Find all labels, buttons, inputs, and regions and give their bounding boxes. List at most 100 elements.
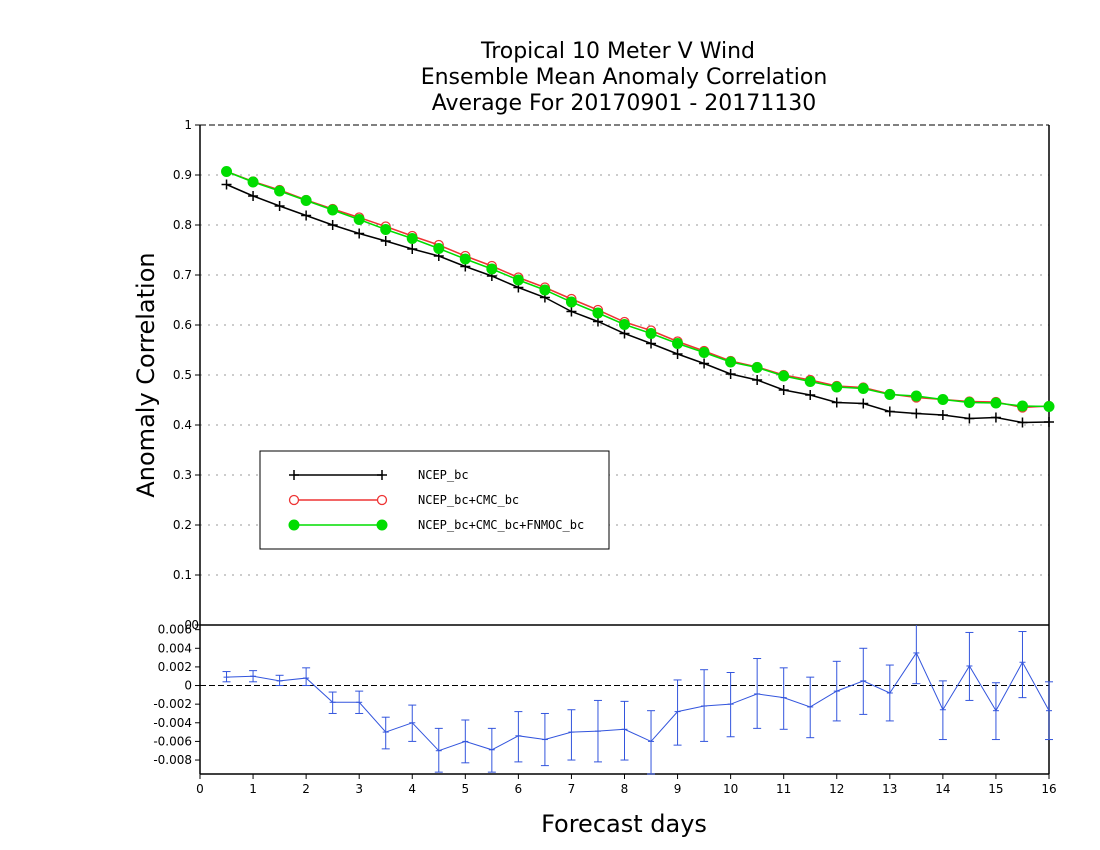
legend-label: NCEP_bc+CMC_bc+FNMOC_bc — [418, 518, 584, 532]
x-tick-label: 1 — [249, 782, 257, 796]
data-point — [937, 394, 949, 405]
x-tick-label: 12 — [829, 782, 844, 796]
series-3 — [221, 166, 1055, 412]
x-tick-label: 13 — [882, 782, 897, 796]
y-tick-label: 0.9 — [173, 168, 192, 182]
data-point — [1043, 401, 1055, 412]
y-tick-label: 0.5 — [173, 368, 192, 382]
x-tick-label: 8 — [621, 782, 629, 796]
data-point — [884, 406, 895, 417]
difference-series — [222, 625, 1053, 775]
data-point — [327, 204, 339, 216]
error-bar — [991, 682, 1000, 741]
data-point — [1017, 417, 1028, 428]
y-tick-label: 1 — [184, 118, 192, 132]
data-point — [1016, 400, 1028, 412]
data-point — [327, 220, 338, 230]
y-axis-label: Anomaly Correlation — [132, 252, 160, 497]
legend-marker — [376, 494, 388, 506]
error-bar — [514, 711, 523, 763]
chart-title: Tropical 10 Meter V Wind Ensemble Mean A… — [421, 39, 828, 116]
data-point — [300, 195, 312, 206]
y-tick-label: 0.2 — [173, 518, 192, 532]
error-bar — [647, 710, 656, 775]
error-bar — [302, 667, 311, 687]
data-point — [645, 328, 657, 339]
data-point — [1044, 417, 1054, 427]
error-bar — [275, 674, 284, 687]
error-bar — [965, 631, 974, 701]
y-tick-label: -0.002 — [153, 697, 192, 711]
x-tick-label: 15 — [988, 782, 1003, 796]
data-point — [592, 307, 604, 319]
error-bar — [355, 690, 364, 714]
data-point — [725, 356, 737, 368]
data-point — [752, 375, 763, 385]
error-bar — [222, 671, 231, 683]
data-point — [831, 381, 843, 393]
data-point — [672, 349, 683, 359]
y-tick-label: -0.004 — [153, 716, 192, 730]
bottom-panel: -0.008 -0.006 -0.004 -0.002 0 0.002 0.004 0.006… — [153, 618, 1056, 796]
data-point — [778, 370, 790, 382]
error-bar — [1018, 631, 1027, 699]
error-bar — [700, 669, 709, 742]
data-point — [512, 274, 524, 286]
legend-marker — [289, 470, 299, 480]
series-line — [226, 170, 1050, 408]
legend-marker — [288, 494, 300, 506]
data-point — [964, 413, 975, 424]
error-bar — [753, 658, 762, 729]
y-tick-label: 0.6 — [173, 318, 192, 332]
data-point — [963, 397, 975, 408]
error-bar — [1045, 681, 1053, 741]
x-tick-label: 9 — [674, 782, 682, 796]
x-tick-label: 11 — [776, 782, 791, 796]
series-line — [226, 183, 1050, 424]
legend-entry: NCEP_bc+CMC_bc — [288, 493, 519, 507]
data-point — [486, 263, 498, 275]
error-bar — [832, 660, 841, 722]
error-bar — [540, 712, 549, 767]
data-point — [406, 233, 418, 244]
legend-label: NCEP_bc+CMC_bc — [418, 493, 519, 507]
data-point — [725, 369, 736, 379]
data-point — [380, 224, 392, 235]
y-tick-label: 0.006 — [158, 623, 192, 637]
data-point — [778, 385, 789, 395]
legend-entry: NCEP_bc — [289, 468, 469, 482]
error-bar — [487, 727, 496, 773]
y-tick-label: 0.1 — [173, 568, 192, 582]
error-bar — [912, 625, 921, 685]
x-tick-label: 10 — [723, 782, 738, 796]
title-line-2: Ensemble Mean Anomaly Correlation — [421, 65, 828, 90]
data-point — [698, 347, 710, 358]
y-tick-label: 0.002 — [158, 660, 192, 674]
x-tick-label: 16 — [1041, 782, 1056, 796]
error-bar — [328, 691, 337, 714]
y-tick-label: 0.4 — [173, 418, 192, 432]
data-point — [990, 412, 1001, 423]
error-bar — [461, 719, 470, 764]
error-bar — [408, 704, 417, 742]
x-tick-label: 6 — [515, 782, 523, 796]
data-point — [751, 362, 763, 373]
data-point — [619, 328, 630, 339]
data-point — [831, 397, 842, 408]
error-bar — [249, 670, 258, 683]
data-point — [380, 236, 391, 246]
series-1 — [221, 179, 1054, 428]
y-tick-label: 0.8 — [173, 218, 192, 232]
data-point — [274, 201, 285, 211]
data-point — [990, 397, 1002, 409]
data-point — [221, 179, 232, 190]
error-bar — [620, 700, 629, 761]
x-tick-label: 0 — [196, 782, 204, 796]
x-tick-label: 3 — [355, 782, 363, 796]
error-bar — [806, 676, 815, 739]
y-tick-label: 0.004 — [158, 641, 192, 655]
legend: NCEP_bc NCEP_bc+CMC_bc NCEP_bc+CMC_bc+FNMO… — [259, 450, 610, 550]
data-point — [699, 358, 710, 369]
data-point — [459, 253, 471, 265]
data-point — [354, 228, 365, 239]
